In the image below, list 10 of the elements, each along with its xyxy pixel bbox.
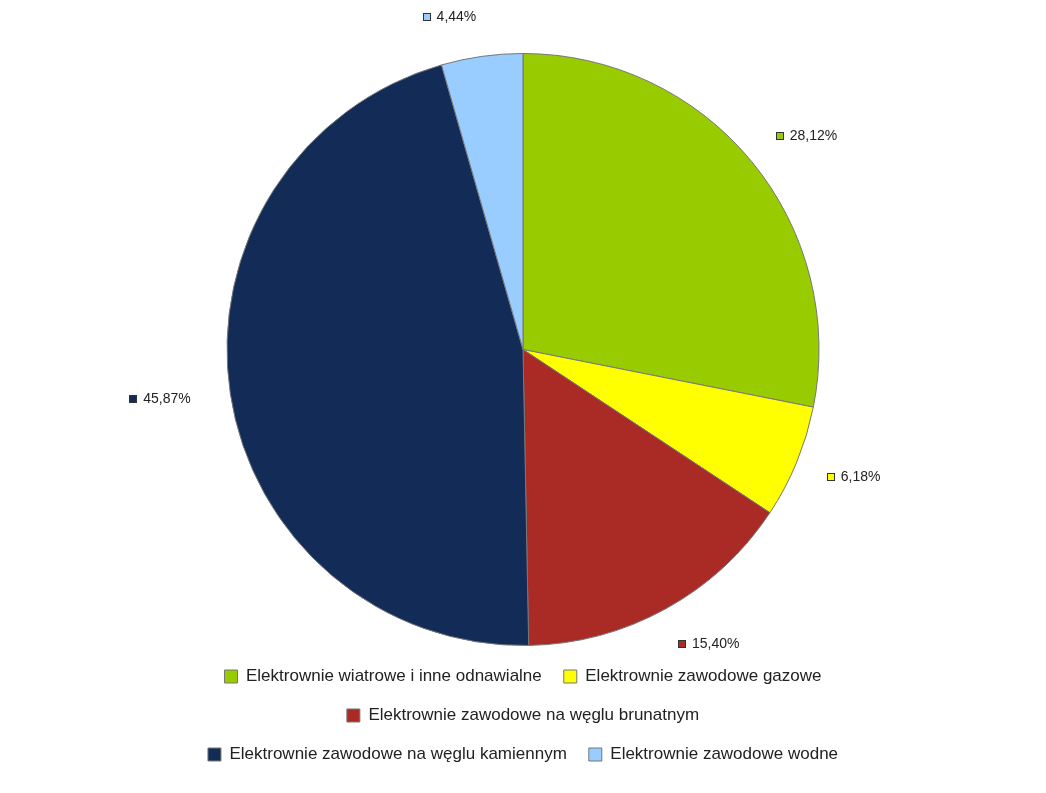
data-label: 4,44% bbox=[436, 7, 477, 24]
legend-label: Elektrownie zawodowe gazowe bbox=[585, 666, 822, 686]
legend-label: Elektrownie zawodowe wodne bbox=[610, 744, 839, 764]
data-label: 6,18% bbox=[840, 468, 881, 485]
data-label: 45,87% bbox=[143, 390, 191, 407]
legend-label: Elektrownie zawodowe na węglu kamiennym bbox=[229, 744, 567, 764]
legend-label: Elektrownie wiatrowe i inne odnawialne bbox=[245, 666, 542, 686]
legend-label: Elektrownie zawodowe na węglu brunatnym bbox=[368, 705, 700, 725]
data-label: 15,40% bbox=[691, 634, 740, 651]
data-label: 28,12% bbox=[789, 127, 838, 144]
